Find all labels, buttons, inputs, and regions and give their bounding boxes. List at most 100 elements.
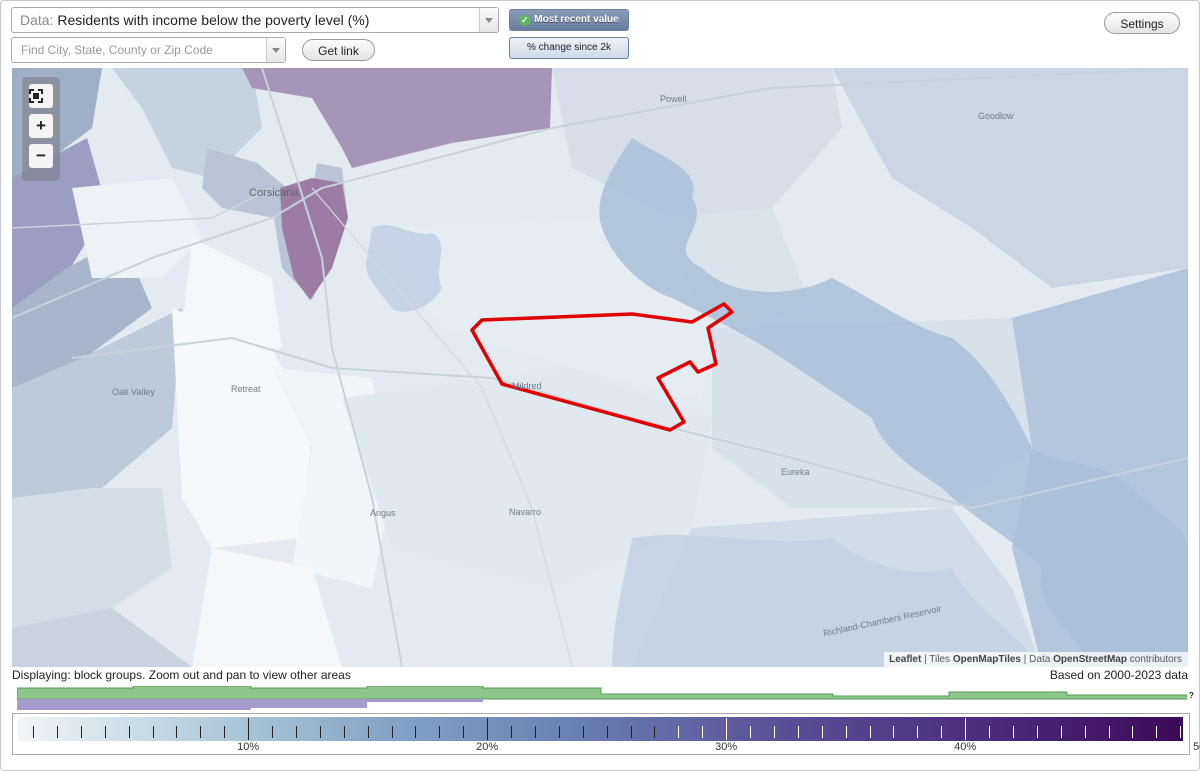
get-link-button[interactable]: Get link [302, 39, 375, 61]
place-label: Corsicana [249, 187, 299, 199]
legend-minor-tick [773, 726, 775, 738]
road [311, 187, 573, 667]
reservoir-water [612, 535, 1042, 667]
road [12, 187, 273, 229]
legend-tick-label: 10% [237, 741, 260, 753]
legend-minor-tick [128, 726, 130, 738]
legend-minor-tick [893, 726, 895, 738]
legend-tick-label: 30% [715, 741, 738, 753]
zoom-control: + − [22, 77, 60, 181]
legend-minor-tick [1156, 726, 1158, 738]
legend-minor-tick [224, 726, 226, 738]
legend-minor-tick [678, 726, 680, 738]
place-label: Powell [660, 94, 687, 104]
legend-minor-tick [654, 726, 656, 738]
most-recent-value-toggle[interactable]: ✓ Most recent value [509, 9, 629, 31]
search-input[interactable] [12, 38, 266, 62]
data-selector-label: Data: Residents with income below the po… [20, 12, 369, 28]
tiles-link[interactable]: OpenMapTiles [952, 654, 1021, 665]
most-recent-label: Most recent value [534, 14, 619, 25]
legend-minor-tick [33, 726, 34, 738]
attribution-text: contributors [1126, 654, 1182, 665]
legend-minor-tick [1084, 726, 1086, 738]
tract-polygon [342, 368, 712, 588]
legend-minor-tick [1036, 726, 1038, 738]
legend-minor-tick [56, 726, 58, 738]
legend-minor-tick [845, 726, 847, 738]
tract-polygon [112, 68, 262, 178]
check-icon: ✓ [519, 15, 531, 26]
tract-polygon [12, 488, 172, 628]
legend-minor-tick [1180, 726, 1182, 738]
map-view[interactable]: Powell Goodlow Corsicana Oak Valley Retr… [12, 68, 1188, 667]
legend-major-tick [487, 718, 489, 740]
chevron-down-icon[interactable] [479, 8, 498, 32]
tract-polygon [280, 178, 348, 300]
data-selector[interactable]: Data: Residents with income below the po… [11, 7, 499, 33]
location-search[interactable] [11, 37, 286, 63]
legend-minor-tick [606, 726, 608, 738]
tract-polygon [832, 68, 1188, 288]
legend-minor-tick [534, 726, 536, 738]
legend-gradient [18, 717, 1183, 741]
legend-minor-tick [439, 726, 441, 738]
place-label: Eureka [781, 467, 810, 477]
fullscreen-button[interactable] [29, 84, 53, 108]
tract-polygon [172, 308, 312, 548]
color-legend: 10% 20% 30% 40% 50% [12, 713, 1200, 755]
legend-minor-tick [989, 726, 990, 738]
legend-tick-label: 50% [1193, 741, 1200, 753]
zoom-in-button[interactable]: + [29, 114, 53, 138]
place-label: Angus [370, 508, 396, 518]
legend-minor-tick [917, 726, 919, 738]
legend-minor-tick [582, 726, 584, 738]
settings-button[interactable]: Settings [1104, 12, 1180, 34]
road [71, 336, 1188, 510]
legend-minor-tick [104, 726, 106, 738]
place-label: Mildred [512, 381, 542, 391]
legend-minor-tick [295, 726, 297, 738]
legend-minor-tick [343, 726, 345, 738]
legend-minor-tick [1108, 726, 1110, 738]
legend-minor-tick [152, 726, 154, 738]
tract-polygon [12, 608, 192, 667]
place-label: Oak Valley [112, 387, 155, 397]
change-since-2k-toggle[interactable]: % change since 2k [509, 37, 629, 59]
legend-minor-tick [1132, 726, 1134, 738]
legend-minor-tick [1060, 726, 1062, 738]
data-value: Residents with income below the poverty … [57, 12, 370, 28]
legend-tick-label: 20% [476, 741, 499, 753]
legend-minor-tick [176, 726, 178, 738]
legend-minor-tick [80, 726, 82, 738]
data-years: Based on 2000-2023 data [1049, 668, 1188, 682]
place-label: Navarro [509, 507, 542, 517]
legend-minor-tick [750, 726, 751, 738]
place-label: Goodlow [978, 111, 1014, 121]
tract-polygon [192, 548, 342, 667]
zoom-out-button[interactable]: − [29, 144, 53, 168]
selected-area-outline [470, 302, 734, 432]
legend-minor-tick [391, 726, 393, 738]
legend-minor-tick [821, 726, 823, 738]
legend-minor-tick [702, 726, 704, 738]
tract-polygon [12, 138, 107, 318]
legend-minor-tick [797, 726, 799, 738]
help-icon[interactable]: ? [1189, 691, 1194, 700]
legend-minor-tick [630, 726, 632, 738]
attribution-text: | Data [1021, 654, 1054, 665]
leaflet-link[interactable]: Leaflet [889, 654, 922, 665]
chevron-down-icon[interactable] [266, 38, 285, 62]
legend-minor-tick [558, 726, 560, 738]
legend-minor-tick [415, 726, 417, 738]
fullscreen-icon [29, 89, 43, 103]
attribution-text: | Tiles [921, 654, 953, 665]
legend-minor-tick [272, 726, 273, 738]
osm-link[interactable]: OpenStreetMap [1053, 654, 1127, 665]
legend-major-tick [726, 718, 728, 740]
data-prefix: Data: [20, 12, 54, 28]
legend-minor-tick [511, 726, 512, 738]
legend-minor-tick [941, 726, 943, 738]
distribution-strip [17, 686, 1187, 710]
road [261, 68, 403, 667]
legend-tick-label: 40% [954, 741, 977, 753]
